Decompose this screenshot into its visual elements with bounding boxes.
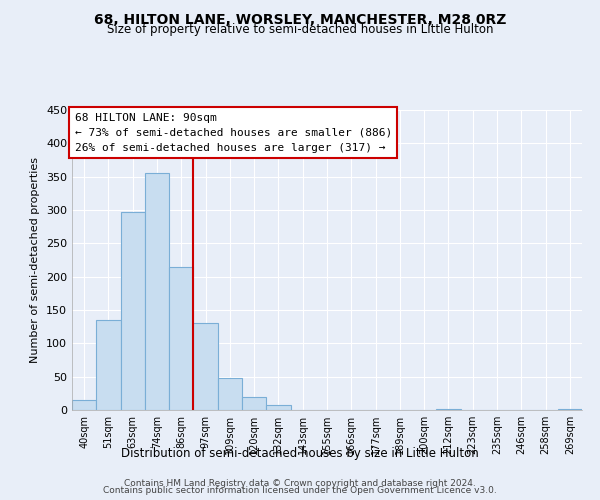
Text: Distribution of semi-detached houses by size in Little Hulton: Distribution of semi-detached houses by … [121,448,479,460]
Bar [436,408,461,410]
Bar [242,396,266,410]
Bar [145,174,169,410]
Bar [218,378,242,410]
Text: Contains public sector information licensed under the Open Government Licence v3: Contains public sector information licen… [103,486,497,495]
Text: Size of property relative to semi-detached houses in Little Hulton: Size of property relative to semi-detach… [107,22,493,36]
Text: 68 HILTON LANE: 90sqm
← 73% of semi-detached houses are smaller (886)
26% of sem: 68 HILTON LANE: 90sqm ← 73% of semi-deta… [74,113,392,152]
Bar [193,324,218,410]
Bar [266,404,290,410]
Text: 68, HILTON LANE, WORSLEY, MANCHESTER, M28 0RZ: 68, HILTON LANE, WORSLEY, MANCHESTER, M2… [94,12,506,26]
Text: Contains HM Land Registry data © Crown copyright and database right 2024.: Contains HM Land Registry data © Crown c… [124,478,476,488]
Bar [558,408,582,410]
Y-axis label: Number of semi-detached properties: Number of semi-detached properties [31,157,40,363]
Bar [169,266,193,410]
Bar [72,400,96,410]
Bar [96,320,121,410]
Bar [121,212,145,410]
